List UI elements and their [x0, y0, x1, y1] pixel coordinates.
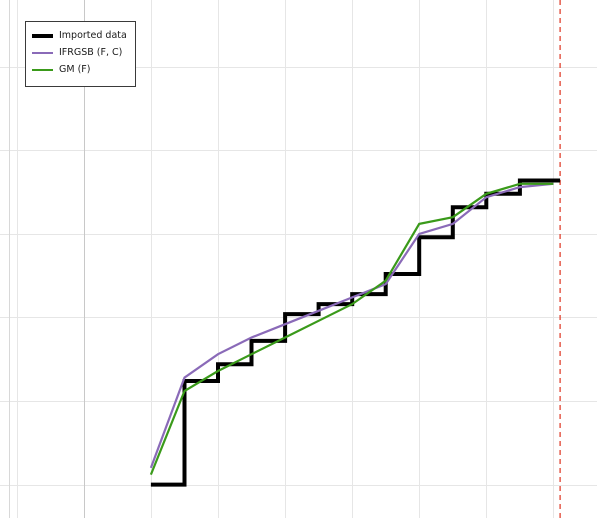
legend: Imported data IFRGSB (F, C) GM (F)	[25, 21, 136, 87]
legend-entry: GM (F)	[32, 61, 129, 78]
series-line	[150, 178, 561, 487]
legend-label: IFRGSB (F, C)	[59, 47, 123, 58]
series-line	[149, 182, 554, 476]
legend-swatch	[32, 51, 53, 54]
legend-swatch	[32, 68, 53, 71]
series-line	[149, 182, 554, 469]
legend-swatch	[32, 33, 53, 38]
legend-label: GM (F)	[59, 64, 91, 75]
legend-entry: Imported data	[32, 27, 129, 44]
series-lines	[149, 178, 561, 487]
legend-label: Imported data	[59, 30, 127, 41]
legend-entry: IFRGSB (F, C)	[32, 44, 129, 61]
